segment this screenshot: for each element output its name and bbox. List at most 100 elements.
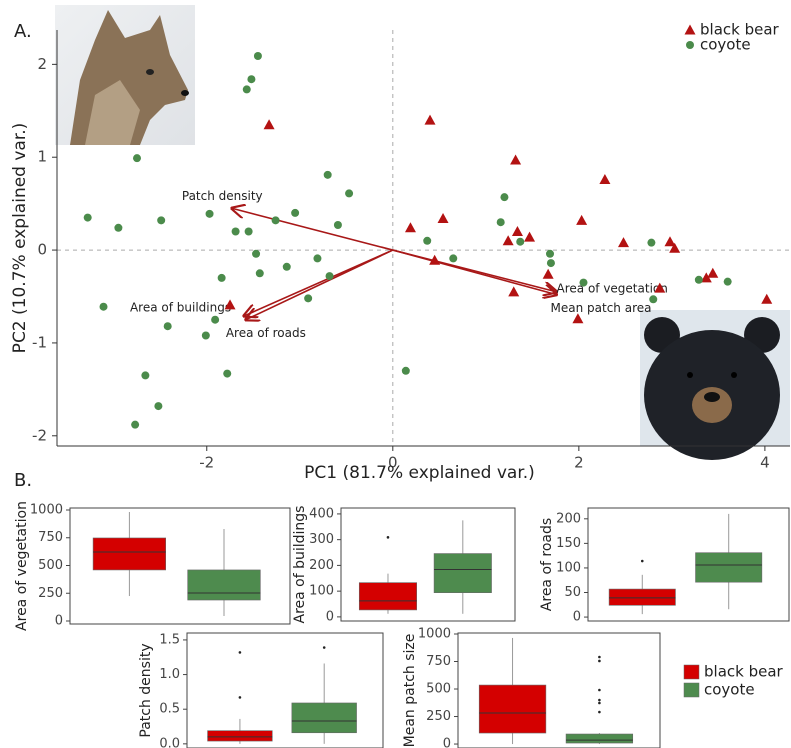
y-tick-label: 1000	[418, 626, 451, 641]
point	[334, 221, 342, 229]
y-tick-label: 100	[309, 584, 334, 599]
point	[576, 215, 587, 225]
point	[272, 216, 280, 224]
point	[503, 235, 514, 245]
outlier	[598, 702, 601, 705]
y-tick-label: 0	[326, 609, 334, 624]
x-tick-label: 2	[574, 454, 584, 472]
outlier	[239, 696, 242, 699]
point	[206, 210, 214, 218]
box	[566, 734, 633, 743]
y-tick-label: 1.0	[159, 667, 180, 682]
arrow-label: Patch density	[182, 189, 263, 203]
bear-photo	[640, 310, 790, 460]
point	[291, 209, 299, 217]
y-axis-label: Area of buildings	[292, 506, 308, 624]
y-tick-label: 0	[37, 241, 47, 259]
y-tick-label: 0	[573, 610, 581, 625]
y-tick-label: 0	[443, 737, 451, 748]
y-tick-label: 2	[37, 55, 47, 73]
panel-label: A.	[14, 21, 32, 42]
point	[510, 155, 521, 165]
point	[131, 421, 139, 429]
point	[449, 254, 457, 262]
point	[202, 332, 210, 340]
y-tick-label: 150	[556, 536, 581, 551]
point	[256, 269, 264, 277]
point	[695, 276, 703, 284]
y-tick-label: 250	[38, 586, 63, 601]
y-tick-label: 500	[426, 682, 451, 697]
point	[618, 237, 629, 247]
y-tick-label: -1	[32, 333, 47, 351]
y-tick-label: -2	[32, 426, 47, 444]
y-axis-label: Area of vegetation	[14, 501, 30, 631]
point	[579, 279, 587, 287]
point	[649, 295, 657, 303]
legend-swatch	[684, 683, 699, 697]
point	[724, 278, 732, 286]
point	[547, 259, 555, 267]
coyote-photo	[55, 5, 195, 145]
outlier	[598, 699, 601, 702]
point	[497, 218, 505, 226]
y-tick-label: 500	[38, 558, 63, 573]
arrow-label: Area of vegetation	[557, 281, 668, 295]
y-tick-label: 0	[55, 614, 63, 629]
legend-swatch	[684, 665, 699, 679]
point	[707, 268, 718, 278]
point	[254, 52, 262, 60]
point	[264, 119, 275, 129]
box	[93, 538, 166, 570]
arrow-label: Area of roads	[226, 326, 306, 340]
figure: A.-2024-2-1012PC1 (81.7% explained var.)…	[0, 0, 791, 748]
point	[402, 367, 410, 375]
y-axis-label: PC2 (10.7% explained var.)	[10, 123, 30, 354]
panel-label: B.	[14, 470, 32, 491]
legend-label: coyote	[704, 681, 755, 699]
legend-marker	[686, 41, 694, 49]
outlier	[239, 651, 242, 654]
point	[218, 274, 226, 282]
y-axis-label: Area of roads	[539, 518, 555, 611]
outlier	[598, 656, 601, 659]
point	[423, 237, 431, 245]
outlier	[598, 711, 601, 714]
y-tick-label: 1	[37, 148, 47, 166]
loading-arrow	[232, 208, 393, 250]
point	[223, 370, 231, 378]
box	[609, 589, 675, 605]
x-tick-label: 4	[760, 454, 770, 472]
point	[84, 214, 92, 222]
box	[292, 703, 357, 733]
arrow-label: Mean patch area	[551, 301, 652, 315]
legend-label: black bear	[704, 663, 784, 681]
box	[434, 554, 491, 593]
point	[141, 371, 149, 379]
x-axis-label: PC1 (81.7% explained var.)	[304, 463, 535, 483]
box	[208, 731, 273, 741]
y-tick-label: 1000	[30, 502, 63, 517]
point	[508, 286, 519, 296]
y-tick-label: 200	[556, 511, 581, 526]
point	[512, 226, 523, 236]
point	[211, 316, 219, 324]
outlier	[387, 536, 390, 539]
y-axis-label: Mean patch size	[402, 634, 418, 748]
point	[243, 85, 251, 93]
point	[324, 171, 332, 179]
outlier	[598, 660, 601, 663]
point	[100, 303, 108, 311]
point	[133, 154, 141, 162]
box	[696, 553, 762, 582]
point	[245, 228, 253, 236]
point	[157, 216, 165, 224]
point	[546, 250, 554, 258]
point	[164, 322, 172, 330]
outlier	[641, 560, 644, 563]
point	[647, 239, 655, 247]
box	[359, 583, 416, 610]
point	[313, 254, 321, 262]
legend-label: coyote	[700, 36, 751, 54]
y-tick-label: 0.5	[159, 702, 180, 717]
